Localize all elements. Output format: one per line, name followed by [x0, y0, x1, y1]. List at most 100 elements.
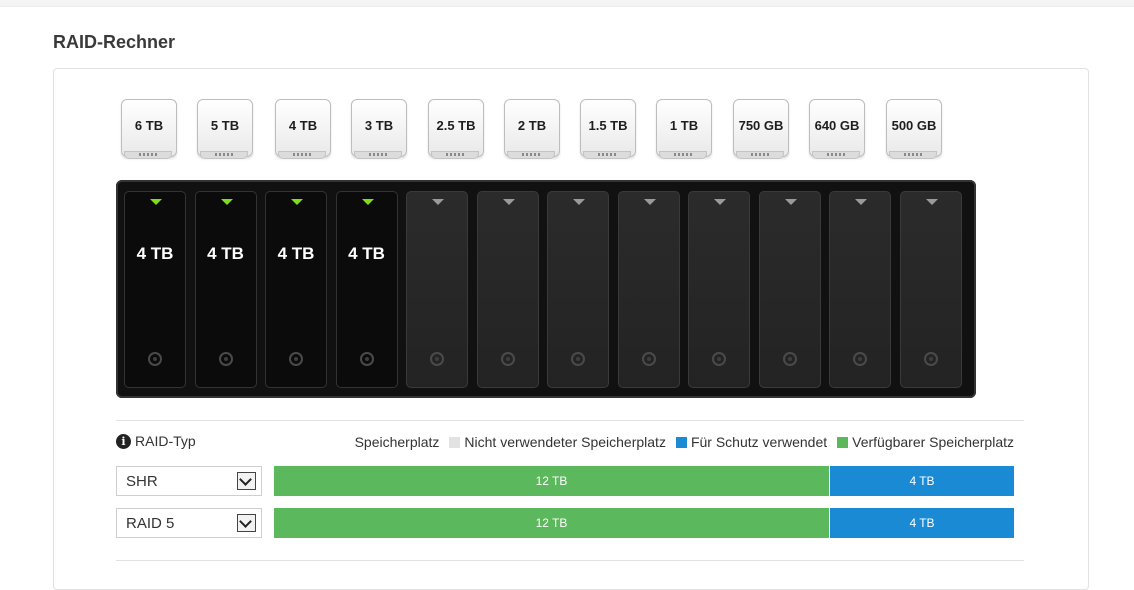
drive-bay-empty[interactable]: [406, 191, 468, 388]
bay-capacity: 4 TB: [348, 244, 385, 263]
status-led-icon: [714, 199, 726, 205]
disk-option[interactable]: 3 TB: [351, 99, 407, 161]
disk-option[interactable]: 500 GB: [886, 99, 942, 161]
legend-protection-label: Für Schutz verwendet: [690, 434, 828, 450]
eject-knob-icon: [359, 352, 374, 366]
legend-storage-label: Speicherplatz: [354, 434, 440, 450]
status-led-icon: [361, 199, 374, 205]
drive-bay-filled[interactable]: 4 TB: [335, 191, 398, 388]
hard-drive-icon: [121, 99, 177, 157]
eject-knob-icon: [712, 352, 726, 366]
disk-option-label: 750 GB: [738, 118, 784, 133]
drive-bay-empty[interactable]: [617, 191, 680, 388]
disk-option[interactable]: 5 TB: [197, 99, 253, 161]
drive-vents: [522, 153, 542, 156]
disk-option-label: 3 TB: [364, 118, 394, 133]
drive-bay-empty[interactable]: [758, 191, 821, 388]
status-led-icon: [643, 199, 656, 205]
disk-option-label: 4 TB: [288, 118, 318, 133]
eject-knob-icon: [289, 352, 303, 366]
status-led-icon: [220, 199, 233, 205]
disk-option[interactable]: 1 TB: [656, 99, 712, 161]
hard-drive-icon: [351, 99, 407, 157]
drive-bay-empty[interactable]: [688, 191, 750, 388]
disk-option[interactable]: 2 TB: [504, 99, 560, 161]
protection-segment: 4 TB: [829, 466, 1014, 496]
status-led-icon: [573, 199, 585, 205]
disk-option[interactable]: 640 GB: [809, 99, 865, 161]
divider: [116, 420, 1024, 421]
divider: [116, 560, 1024, 561]
eject-knob-icon: [218, 352, 233, 366]
drive-vents: [904, 153, 924, 156]
eject-knob-icon: [782, 352, 797, 366]
drive-bay-filled[interactable]: 4 TB: [124, 191, 186, 388]
disk-option-label: 2 TB: [517, 118, 547, 133]
drive-vents: [139, 153, 159, 156]
available-segment: 12 TB: [274, 508, 829, 538]
disk-option-label: 640 GB: [814, 118, 860, 133]
status-led-icon: [925, 199, 938, 205]
drive-vents: [369, 153, 389, 156]
capacity-bar-1: 12 TB 4 TB: [274, 466, 1014, 496]
disk-option-label: 1 TB: [669, 118, 699, 133]
disk-option[interactable]: 750 GB: [733, 99, 789, 161]
disk-option[interactable]: 2.5 TB: [428, 99, 484, 161]
info-icon[interactable]: i: [116, 433, 131, 449]
disk-option-label: 500 GB: [891, 118, 937, 133]
disk-option-label: 5 TB: [210, 118, 240, 133]
eject-knob-icon: [923, 352, 938, 366]
capacity-bar-2: 12 TB 4 TB: [274, 508, 1014, 538]
top-bar: [0, 0, 1134, 7]
chevron-down-icon[interactable]: [237, 472, 256, 490]
drive-bay-filled[interactable]: 4 TB: [194, 191, 257, 388]
eject-knob-icon: [430, 352, 444, 366]
hard-drive-icon: [197, 99, 253, 157]
drive-vents: [598, 153, 618, 156]
drive-vents: [215, 153, 235, 156]
raid-type-value: RAID 5: [126, 515, 175, 532]
raid-type-select-1[interactable]: SHR: [116, 466, 262, 496]
legend-available-swatch: [837, 436, 849, 448]
disk-option-label: 1.5 TB: [588, 118, 628, 133]
bay-capacity: 4 TB: [136, 244, 174, 263]
legend-available-label: Verfügbarer Speicherplatz: [852, 434, 1014, 450]
eject-knob-icon: [641, 352, 656, 366]
eject-knob-icon: [500, 352, 515, 366]
disk-option[interactable]: 1.5 TB: [580, 99, 636, 161]
drive-vents: [827, 153, 847, 156]
drive-bay-empty[interactable]: [476, 191, 539, 388]
legend-unused-swatch: [449, 436, 461, 448]
drive-vents: [293, 153, 313, 156]
disk-option[interactable]: 4 TB: [275, 99, 331, 161]
hard-drive-icon: [809, 99, 865, 157]
status-led-icon: [784, 199, 797, 205]
drive-vents: [751, 153, 771, 156]
status-led-icon: [150, 199, 162, 205]
raid-type-select-2[interactable]: RAID 5: [116, 508, 262, 538]
raid-type-value: SHR: [126, 473, 158, 490]
status-led-icon: [432, 199, 444, 205]
disk-option-label: 6 TB: [134, 118, 164, 133]
raid-type-label: RAID-Typ: [135, 433, 196, 449]
drive-bay-filled[interactable]: 4 TB: [265, 191, 327, 388]
disk-option[interactable]: 6 TB: [121, 99, 177, 161]
drive-vents: [674, 153, 694, 156]
eject-knob-icon: [148, 352, 162, 366]
chevron-down-icon[interactable]: [237, 514, 256, 532]
disk-option-label: 2.5 TB: [436, 118, 476, 133]
legend: Speicherplatz Nicht verwendeter Speicher…: [355, 434, 1014, 450]
nas-chassis: 4 TB 4 TB 4 TB 4 TB: [116, 180, 976, 398]
status-led-icon: [855, 199, 867, 205]
drive-bay-empty[interactable]: [547, 191, 609, 388]
raid-type-heading: i RAID-Typ: [116, 433, 196, 449]
drive-bay-empty[interactable]: [829, 191, 891, 388]
page-title: RAID-Rechner: [53, 32, 176, 52]
drive-bay-empty[interactable]: [899, 191, 962, 388]
eject-knob-icon: [571, 352, 585, 366]
legend-protection-swatch: [675, 436, 687, 448]
bay-capacity: 4 TB: [207, 244, 244, 263]
legend-unused-label: Nicht verwendeter Speicherplatz: [464, 434, 666, 450]
available-segment: 12 TB: [274, 466, 829, 496]
hard-drive-icon: [504, 99, 560, 157]
